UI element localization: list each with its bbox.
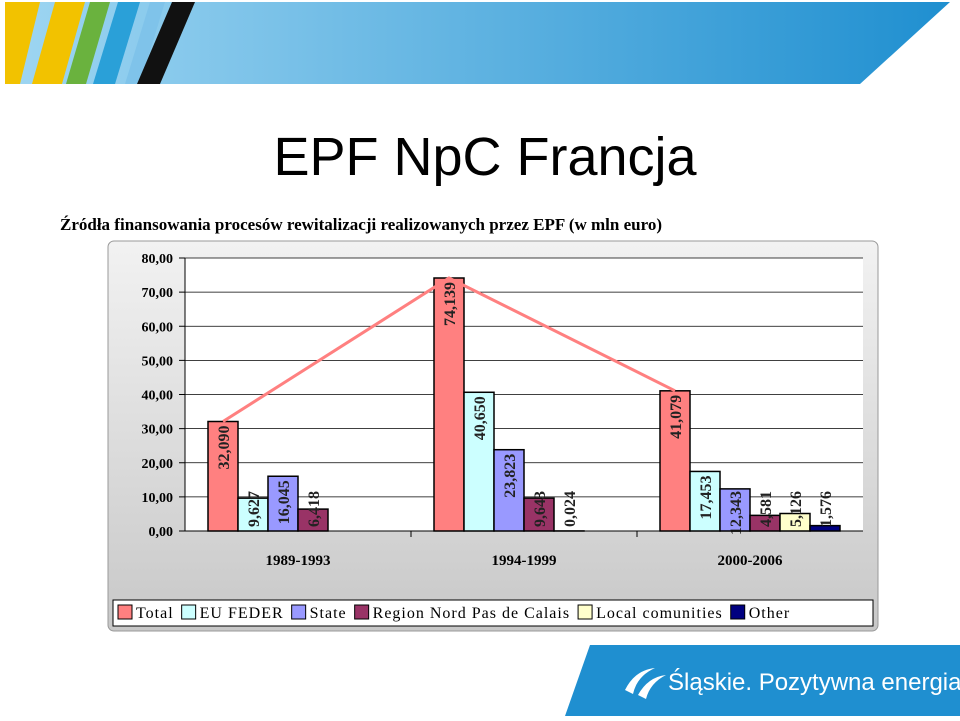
legend-swatch <box>182 605 196 619</box>
value-label: 4,581 <box>758 491 775 527</box>
y-tick-label: 50,00 <box>142 354 174 369</box>
y-tick-label: 40,00 <box>142 389 174 404</box>
slide-title: EPF NpC Francja <box>273 127 697 187</box>
y-tick-label: 0,00 <box>149 525 174 540</box>
x-tick-label: 1994-1999 <box>492 553 557 569</box>
value-label: 32,090 <box>216 425 233 469</box>
y-tick-label: 20,00 <box>142 457 174 472</box>
value-label: 9,627 <box>246 491 263 527</box>
value-label: 40,650 <box>472 396 489 440</box>
footer: Śląskie. Pozytywna energia <box>565 645 960 716</box>
value-label: 16,045 <box>276 480 293 524</box>
x-tick-label: 2000-2006 <box>718 553 783 569</box>
legend-label: Local comunities <box>596 605 723 622</box>
x-tick-label: 1989-1993 <box>266 553 331 569</box>
y-tick-label: 70,00 <box>142 286 174 301</box>
legend-swatch <box>731 605 745 619</box>
y-tick-label: 30,00 <box>142 423 174 438</box>
value-label: 5,126 <box>788 491 805 527</box>
value-label: 17,453 <box>698 475 715 519</box>
value-label: 41,079 <box>668 395 685 439</box>
value-label: 0,024 <box>562 491 579 527</box>
value-label: 23,823 <box>502 454 519 498</box>
y-tick-label: 60,00 <box>142 320 174 335</box>
y-tick-label: 80,00 <box>142 252 174 267</box>
value-label: 6,418 <box>306 491 323 527</box>
value-label: 1,576 <box>818 491 835 527</box>
legend-swatch <box>355 605 369 619</box>
legend-label: Region Nord Pas de Calais <box>373 605 570 622</box>
value-label: 9,643 <box>532 491 549 527</box>
legend-swatch <box>118 605 132 619</box>
value-label: 12,343 <box>728 491 745 535</box>
value-label: 74,139 <box>442 282 459 326</box>
legend-label: Total <box>136 605 174 622</box>
legend-swatch <box>292 605 306 619</box>
legend-label: State <box>310 605 347 622</box>
footer-brand: Śląskie. Pozytywna energia <box>668 668 960 696</box>
legend-label: EU FEDER <box>200 605 284 622</box>
chart-title: Źródła finansowania procesów rewitalizac… <box>60 215 662 234</box>
header-decoration <box>5 2 960 84</box>
y-tick-label: 10,00 <box>142 491 174 506</box>
legend-swatch <box>578 605 592 619</box>
legend-label: Other <box>749 605 790 622</box>
